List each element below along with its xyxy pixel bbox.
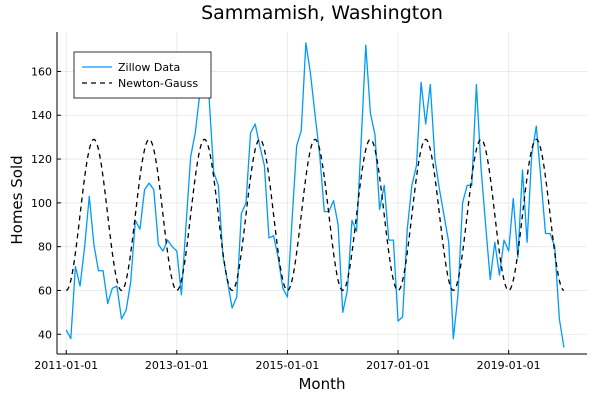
x-tick-label: 2015-01-01: [255, 359, 319, 372]
y-tick-label: 160: [31, 65, 52, 78]
tick-labels: 2011-01-01 2013-01-01 2015-01-01 2017-01-01…: [31, 65, 541, 372]
series-line-zillow-data: [65, 42, 565, 348]
x-axis-title: Month: [298, 375, 345, 393]
x-tick-label: 2013-01-01: [145, 359, 209, 372]
x-tick-label: 2019-01-01: [477, 359, 541, 372]
y-tick-label: 40: [38, 328, 52, 341]
y-tick-label: 80: [38, 241, 52, 254]
x-tick-label: 2011-01-01: [34, 359, 98, 372]
y-tick-label: 120: [31, 153, 52, 166]
legend: Zillow Data Newton-Gauss: [73, 51, 212, 99]
chart-title: Sammamish, Washington: [201, 2, 443, 24]
legend-label-zillow-data: Zillow Data: [118, 61, 180, 74]
y-axis-title: Homes Sold: [8, 155, 26, 244]
axes: [56, 32, 587, 355]
legend-label-newton-gauss: Newton-Gauss: [118, 77, 198, 90]
y-tick-label: 60: [38, 284, 52, 297]
x-tick-label: 2017-01-01: [366, 359, 430, 372]
y-tick-label: 140: [31, 109, 52, 122]
series-layer: [65, 42, 565, 348]
legend-box: [73, 51, 212, 99]
y-tick-label: 100: [31, 197, 52, 210]
series-line-newton-gauss: [65, 138, 565, 292]
